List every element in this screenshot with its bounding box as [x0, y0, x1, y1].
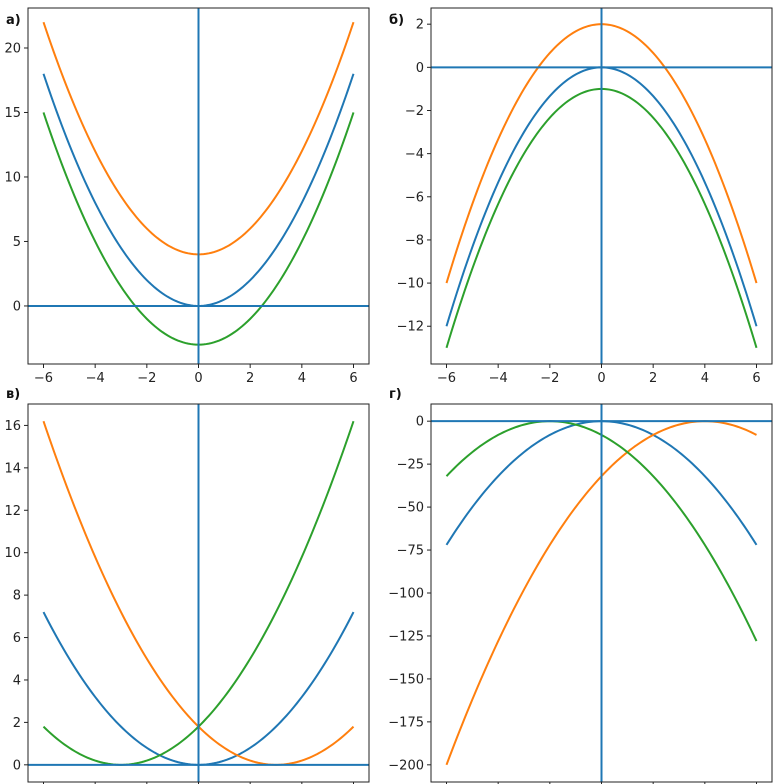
- x-tick-label: −6: [437, 371, 456, 386]
- y-tick-label: −12: [397, 320, 424, 335]
- x-tick-label: 6: [349, 371, 357, 386]
- y-tick-label: 16: [4, 419, 21, 434]
- y-tick-label: 0: [13, 758, 21, 773]
- y-tick-label: 10: [4, 170, 21, 185]
- y-tick-label: 20: [4, 41, 21, 56]
- x-tick-label: −2: [540, 371, 559, 386]
- panel-label-g: г): [389, 387, 402, 402]
- panel-label-v: в): [6, 387, 20, 402]
- y-tick-label: 0: [13, 299, 21, 314]
- x-tick-label: −4: [489, 371, 508, 386]
- y-tick-label: −10: [397, 277, 424, 292]
- y-tick-label: 0: [416, 61, 424, 76]
- y-tick-label: 8: [13, 589, 21, 604]
- x-tick-label: 4: [701, 371, 709, 386]
- y-tick-label: 2: [416, 18, 424, 33]
- y-tick-label: −50: [397, 501, 424, 516]
- panel-label-b: б): [389, 13, 404, 28]
- x-tick-label: −2: [137, 371, 156, 386]
- y-tick-label: 15: [4, 106, 21, 121]
- y-tick-label: 14: [4, 461, 21, 476]
- x-tick-label: 0: [597, 371, 605, 386]
- y-tick-label: 0: [416, 415, 424, 430]
- y-tick-label: −25: [397, 458, 424, 473]
- x-tick-label: −6: [34, 371, 53, 386]
- y-tick-label: 12: [4, 504, 21, 519]
- y-tick-label: −125: [388, 629, 424, 644]
- y-tick-label: 10: [4, 546, 21, 561]
- panel-b: б) −6 −4 −2 0 2 4 6 −12 −10 −8 −6 −4 −2 0 2: [389, 7, 773, 386]
- y-tick-label: 5: [13, 235, 21, 250]
- panel-g: г)−6−4−20246−200−175−150−125−100−75−50−2…: [388, 387, 773, 784]
- y-tick-label: −2: [405, 104, 424, 119]
- x-tick-label: 2: [246, 371, 254, 386]
- y-tick-label: −100: [388, 587, 424, 602]
- y-tick-label: 2: [13, 716, 21, 731]
- panel-label-a: а): [6, 13, 21, 28]
- y-tick-label: −175: [388, 715, 424, 730]
- y-tick-label: −200: [388, 758, 424, 773]
- y-tick-label: −8: [405, 233, 424, 248]
- x-tick-label: 0: [194, 371, 202, 386]
- y-tick-label: 4: [13, 673, 21, 688]
- x-tick-label: 4: [298, 371, 306, 386]
- y-tick-label: −4: [405, 147, 424, 162]
- x-tick-label: 6: [752, 371, 760, 386]
- x-tick-label: 2: [649, 371, 657, 386]
- y-tick-label: −150: [388, 672, 424, 687]
- x-tick-label: −4: [86, 371, 105, 386]
- y-tick-label: 6: [13, 631, 21, 646]
- panel-a: а) −6 −4 −2 0 2 4 6 0 5 10 15 20: [4, 7, 370, 386]
- y-tick-label: −75: [397, 544, 424, 559]
- y-tick-label: −6: [405, 190, 424, 205]
- panel-v: в)−6−4−202460246810121416: [4, 387, 370, 784]
